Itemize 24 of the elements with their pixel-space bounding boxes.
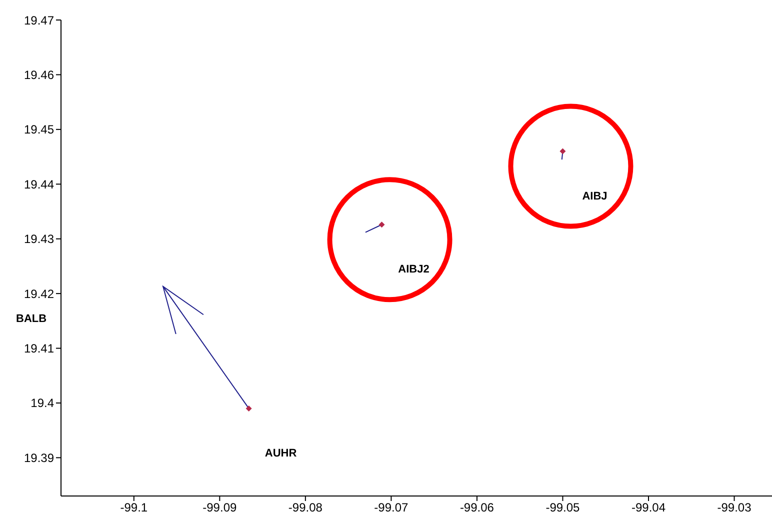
y-tick-label: 19.4: [30, 396, 54, 410]
x-tick-label: -99.07: [374, 500, 409, 515]
y-tick-label: 19.44: [24, 177, 54, 192]
x-tick-label: -99.08: [288, 500, 323, 515]
y-tick-label: 19.43: [24, 232, 54, 246]
x-tick-label: -99.1: [120, 500, 148, 515]
point: [378, 222, 385, 228]
y-tick-label: 19.39: [24, 450, 54, 465]
y-tick-label: 19.46: [24, 68, 54, 82]
x-tick-label: -99.03: [717, 500, 752, 515]
y-tick-label: 19.42: [24, 286, 54, 301]
text: BALB: [16, 312, 47, 325]
annotation: AIBJ: [582, 190, 608, 202]
y-tick-label: 19.45: [24, 122, 54, 137]
x-tick-label: -99.09: [202, 500, 238, 515]
x-tick-label: -99.04: [631, 500, 666, 515]
annotation: AIBJ2: [398, 264, 430, 276]
y-tick-label: 19.47: [24, 13, 54, 28]
y-tick-label: 19.41: [24, 342, 54, 356]
point: [560, 148, 566, 154]
x-tick-label: -99.06: [460, 500, 494, 515]
annotation: AUHR: [264, 447, 297, 460]
x-tick-label: -99.05: [546, 500, 580, 515]
point: [246, 405, 252, 412]
